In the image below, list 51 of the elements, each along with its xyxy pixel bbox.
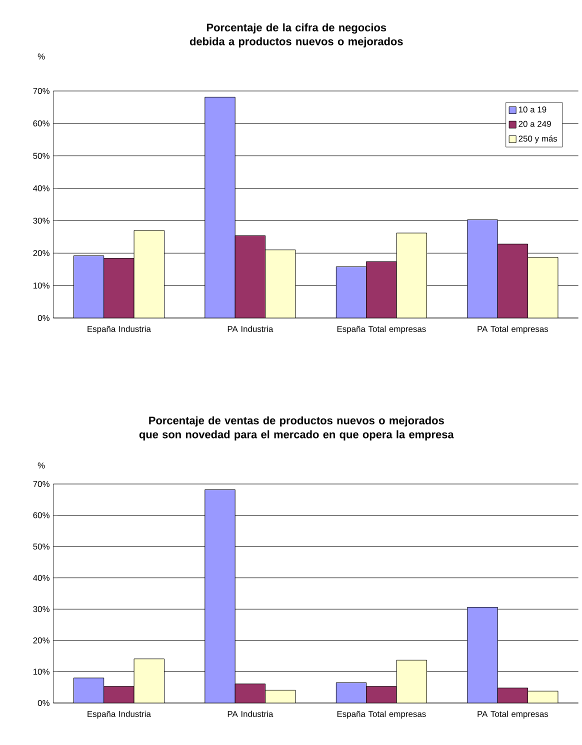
y-tick-label: 20%: [33, 250, 50, 256]
y-tick-label: 40%: [32, 185, 50, 192]
bar: [73, 255, 104, 318]
x-tick-label: PA Industria: [228, 710, 274, 717]
legend-label: 10 a 19: [518, 106, 546, 113]
bar: [527, 690, 558, 703]
bar: [527, 257, 558, 318]
bar: [234, 684, 266, 703]
y-tick-label: 30%: [33, 606, 50, 612]
legend-label: 250 y más: [518, 135, 557, 144]
bar: [497, 244, 528, 318]
bar: [467, 219, 498, 318]
y-axis-title: %: [38, 462, 45, 468]
bar: [396, 232, 427, 318]
y-tick-label: 70%: [33, 88, 50, 94]
x-tick-label: PA Industria: [228, 326, 274, 332]
bar: [134, 230, 164, 318]
y-tick-label: 20%: [33, 637, 50, 644]
y-tick-label: 0%: [38, 700, 50, 706]
bar: [366, 261, 397, 318]
bar: [497, 688, 528, 703]
bar: [366, 686, 397, 703]
chart-title: Porcentaje de ventas de productos nuevos o mejorados que son novedad para el mercado en que opera la empresa: [139, 416, 454, 440]
bar: [103, 686, 134, 703]
y-tick-label: 60%: [33, 120, 50, 126]
bar: [336, 266, 366, 318]
bar: [103, 258, 134, 318]
y-tick-label: 70%: [33, 481, 50, 487]
bar: [204, 96, 236, 318]
y-tick-label: 10%: [33, 282, 50, 289]
legend-label: 20 a 249: [518, 120, 551, 127]
x-tick-label: PA Total empresas: [478, 326, 548, 334]
chart-title: Porcentaje de la cifra de negocios debida a productos nuevos o mejorados: [190, 23, 403, 48]
y-tick-label: 30%: [33, 218, 50, 224]
y-tick-label: 50%: [33, 152, 50, 159]
y-tick-label: 60%: [33, 512, 50, 518]
x-tick-label: España Total empresas: [337, 710, 426, 719]
bar: [134, 658, 164, 703]
x-tick-label: España Total empresas: [337, 326, 426, 334]
x-tick-label: PA Total empresas: [478, 710, 548, 719]
x-tick-label: España Industria: [87, 710, 151, 719]
y-axis-title: %: [38, 54, 45, 60]
bar: [265, 690, 296, 703]
bar: [264, 250, 296, 318]
y-tick-label: 10%: [33, 668, 50, 675]
bar: [234, 235, 266, 318]
y-tick-label: 40%: [32, 574, 50, 581]
bar: [396, 660, 427, 703]
y-tick-label: 50%: [33, 544, 50, 550]
y-tick-label: 0%: [38, 315, 50, 321]
x-tick-label: España Industria: [87, 326, 151, 334]
